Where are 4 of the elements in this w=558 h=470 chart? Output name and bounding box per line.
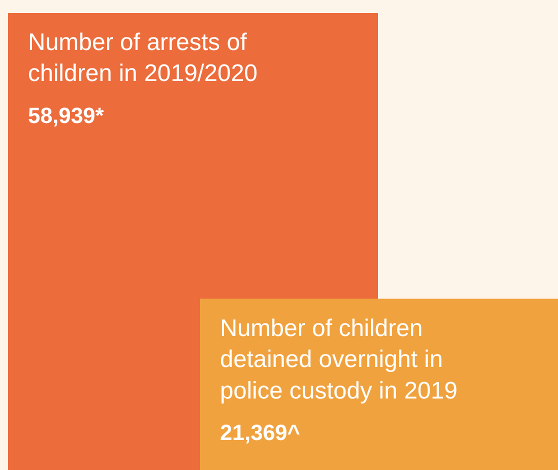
data-label: 21,369^	[220, 420, 300, 445]
category-label: Number of arrests of children in 2019/2020	[28, 29, 258, 88]
data-label: 58,939*	[28, 103, 104, 128]
category-label: Number of children detained overnight in police custody in 2019	[220, 315, 458, 404]
